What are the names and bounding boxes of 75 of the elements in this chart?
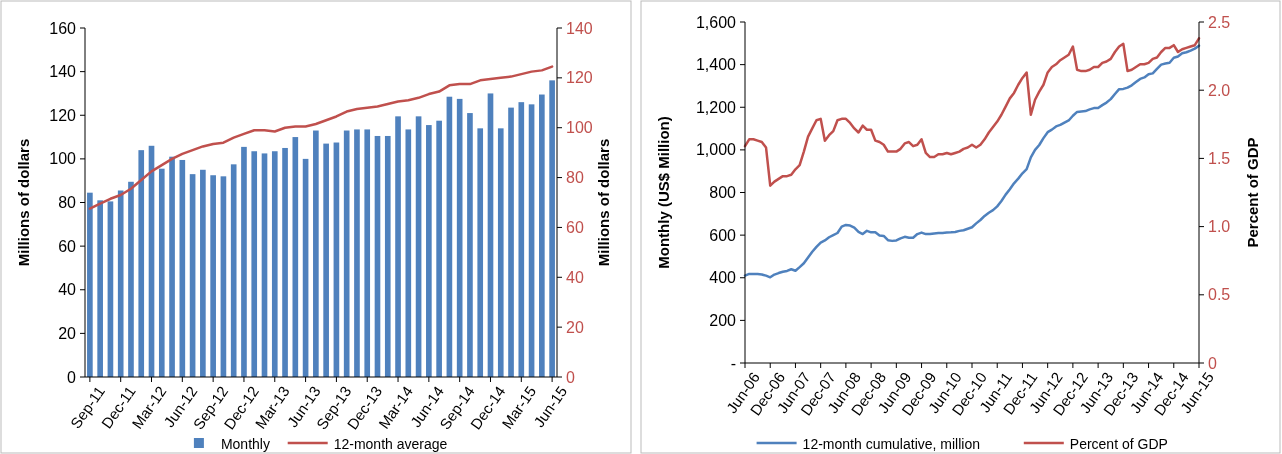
y2-tick-label: 60 (566, 219, 584, 237)
y-tick-label: 140 (49, 63, 77, 81)
bar (539, 94, 545, 377)
y-tick-label: 1,000 (695, 141, 737, 159)
legend-label: Monthly (220, 435, 270, 452)
y-tick-label: 800 (709, 184, 737, 202)
y2-tick-label: 20 (566, 318, 584, 336)
bar (364, 129, 371, 377)
y-axis-title: Millions of dollars (15, 138, 32, 267)
bar (241, 146, 247, 377)
legend-label: Percent of GDP (1069, 435, 1168, 452)
line-series (743, 37, 1201, 187)
bar (117, 190, 124, 377)
bar (384, 135, 391, 377)
y2-tick-label: 40 (566, 268, 584, 286)
y2-tick-label: 0 (1208, 354, 1217, 372)
bar (477, 128, 484, 377)
y2-tick-label: 1.5 (1208, 150, 1231, 167)
y-tick-label: 60 (58, 237, 77, 255)
bar (200, 169, 206, 377)
y-tick-label: 400 (709, 269, 737, 287)
y-tick-label: 20 (58, 324, 77, 342)
bar (230, 164, 237, 377)
y-tick-label: 0 (67, 368, 77, 386)
y2-tick-label: 140 (566, 19, 593, 37)
y-axis-title: Monthly (US$ Million) (655, 116, 672, 269)
bar (497, 128, 504, 377)
legend-label: 12-month average (333, 435, 448, 452)
bar (282, 147, 288, 377)
bar (251, 151, 258, 377)
bar (313, 130, 319, 377)
bar (271, 151, 278, 377)
y2-tick-label: 80 (566, 169, 584, 187)
y-tick-label: 80 (58, 194, 77, 212)
y-tick-label: - (730, 354, 736, 372)
bar (395, 116, 401, 377)
bar (97, 200, 103, 377)
bar (467, 113, 473, 377)
line-series (88, 65, 554, 210)
y2-tick-label: 0 (566, 368, 575, 386)
bar (343, 130, 350, 377)
legend-label: 12-month cumulative, million (802, 435, 981, 452)
bar (405, 129, 412, 377)
y-tick-label: 100 (49, 150, 77, 168)
y2-axis-title: Millions of dollars (595, 138, 612, 267)
bar (354, 129, 360, 377)
y2-tick-label: 120 (566, 69, 593, 87)
bar (128, 181, 134, 377)
y2-tick-label: 100 (566, 119, 593, 137)
y-tick-label: 160 (49, 19, 77, 37)
bar (210, 175, 216, 377)
bar (292, 137, 299, 377)
bar (87, 192, 93, 377)
y2-axis-title: Percent of GDP (1244, 137, 1261, 248)
y-tick-label: 40 (58, 281, 77, 299)
y-tick-label: 200 (709, 311, 737, 329)
y-tick-label: 1,600 (695, 13, 737, 31)
bar (518, 102, 525, 377)
bar (426, 125, 432, 377)
bar (436, 120, 442, 377)
bar (169, 156, 175, 377)
y2-tick-label: 1.0 (1208, 218, 1231, 236)
bar (158, 168, 165, 377)
y2-tick-label: 2.0 (1208, 81, 1231, 99)
line-series (743, 44, 1201, 279)
y-tick-label: 1,400 (695, 56, 737, 74)
bar (323, 143, 329, 377)
y2-tick-label: 0.5 (1208, 286, 1231, 304)
y-tick-label: 1,200 (695, 98, 737, 116)
bar (508, 107, 514, 377)
y-tick-label: 600 (709, 226, 737, 244)
bar (549, 80, 555, 377)
y2-tick-label: 2.5 (1208, 13, 1231, 31)
bar (138, 150, 145, 377)
y-tick-label: 120 (49, 106, 77, 124)
